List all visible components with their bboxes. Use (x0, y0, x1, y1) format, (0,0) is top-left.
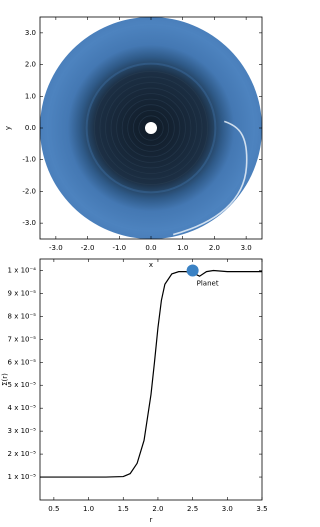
y-tick-label: 2 x 10⁻⁵ (8, 450, 37, 458)
x-tick-label: 1.0 (83, 505, 94, 513)
x-tick-label: -1.0 (112, 244, 126, 252)
sigma-line (40, 269, 262, 478)
y-tick-label: -1.0 (22, 156, 36, 164)
y-tick-label: 6 x 10⁻⁵ (8, 358, 37, 366)
x-tick-label: 2.0 (152, 505, 163, 513)
inner-hole (145, 122, 157, 134)
x-axis-label: r (150, 516, 153, 524)
y-tick-label: 1.0 (25, 92, 36, 100)
x-tick-label: -3.0 (49, 244, 63, 252)
disk-ring (85, 62, 217, 194)
y-axis-label: Σ(r) (1, 373, 9, 386)
y-axis-label: y (4, 126, 12, 130)
y-tick-label: 9 x 10⁻⁵ (8, 289, 37, 297)
x-tick-label: 1.5 (118, 505, 129, 513)
disk-ring (116, 93, 186, 163)
y-tick-label: 7 x 10⁻⁵ (8, 335, 37, 343)
y-tick-label: 8 x 10⁻⁵ (8, 312, 37, 320)
y-tick-label: 3.0 (25, 29, 36, 37)
x-tick-label: 1.0 (177, 244, 188, 252)
disk-ring (138, 115, 164, 141)
x-tick-label: 0.5 (48, 505, 59, 513)
x-tick-label: 2.5 (187, 505, 198, 513)
planet-label: Planet (197, 279, 219, 287)
disk-ring (121, 98, 181, 158)
disk-ring (105, 82, 197, 174)
y-tick-label: -2.0 (22, 187, 36, 195)
disk-ring (127, 104, 175, 152)
x-tick-label: 2.0 (209, 244, 220, 252)
y-tick-label: 5 x 10⁻⁵ (8, 381, 37, 389)
x-tick-label: 0.0 (145, 244, 156, 252)
y-tick-label: 0.0 (25, 124, 36, 132)
x-tick-label: 3.0 (222, 505, 233, 513)
spiral-arm (172, 120, 248, 236)
x-axis-label: x (149, 261, 153, 269)
y-tick-label: 4 x 10⁻⁵ (8, 404, 37, 412)
figure: -3.0 -2.0 -1.0 0.0 1.0 2.0 3.0 -3.0 -2.0 -1.0 0.0 1… (1, 16, 268, 524)
x-tick-label: -2.0 (81, 244, 95, 252)
axes-frame (39, 258, 263, 501)
disk-ring (99, 76, 203, 180)
x-tick-label: 3.0 (241, 244, 252, 252)
y-tick-label: 2.0 (25, 61, 36, 69)
disk-ring (110, 87, 192, 169)
disk-ring (132, 109, 170, 147)
y-tick-label: -3.0 (22, 219, 36, 227)
y-tick-label: 1 x 10⁻⁴ (8, 266, 37, 274)
disk-ring (93, 70, 209, 186)
y-tick-label: 3 x 10⁻⁵ (8, 427, 37, 435)
y-tick-label: 1 x 10⁻⁵ (8, 473, 37, 481)
planet-marker (186, 264, 199, 277)
x-tick-label: 3.5 (256, 505, 267, 513)
